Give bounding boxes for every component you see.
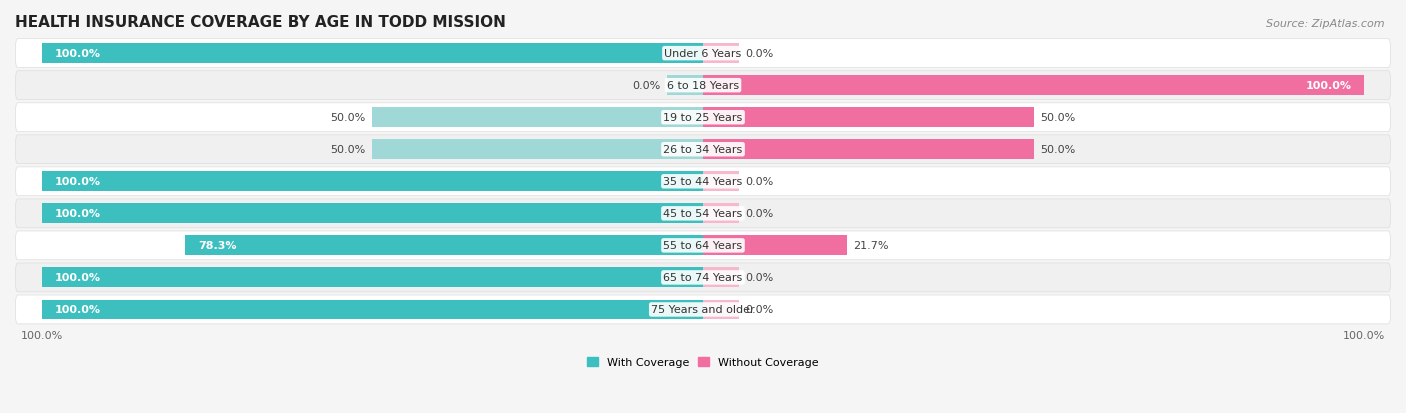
Text: 78.3%: 78.3%	[198, 241, 236, 251]
Bar	[703, 108, 1033, 128]
Text: 0.0%: 0.0%	[745, 305, 773, 315]
Text: 100.0%: 100.0%	[55, 177, 101, 187]
Text: 0.0%: 0.0%	[745, 273, 773, 283]
Bar	[373, 108, 703, 128]
Text: HEALTH INSURANCE COVERAGE BY AGE IN TODD MISSION: HEALTH INSURANCE COVERAGE BY AGE IN TODD…	[15, 15, 506, 30]
Bar	[703, 268, 740, 287]
Bar	[42, 44, 703, 64]
Text: 0.0%: 0.0%	[633, 81, 661, 91]
Text: 19 to 25 Years: 19 to 25 Years	[664, 113, 742, 123]
Text: 55 to 64 Years: 55 to 64 Years	[664, 241, 742, 251]
Bar	[42, 300, 703, 320]
FancyBboxPatch shape	[15, 295, 1391, 324]
FancyBboxPatch shape	[15, 167, 1391, 196]
Text: 50.0%: 50.0%	[330, 113, 366, 123]
Text: 45 to 54 Years: 45 to 54 Years	[664, 209, 742, 219]
Bar	[42, 204, 703, 224]
FancyBboxPatch shape	[15, 71, 1391, 100]
FancyBboxPatch shape	[15, 135, 1391, 164]
Text: 21.7%: 21.7%	[853, 241, 889, 251]
FancyBboxPatch shape	[15, 231, 1391, 260]
Text: 100.0%: 100.0%	[55, 49, 101, 59]
Bar	[42, 172, 703, 192]
Text: 0.0%: 0.0%	[745, 209, 773, 219]
FancyBboxPatch shape	[15, 199, 1391, 228]
Text: 50.0%: 50.0%	[1040, 145, 1076, 155]
Text: 100.0%: 100.0%	[55, 305, 101, 315]
Bar	[186, 236, 703, 256]
Text: 100.0%: 100.0%	[1305, 81, 1351, 91]
Text: 6 to 18 Years: 6 to 18 Years	[666, 81, 740, 91]
Text: 100.0%: 100.0%	[55, 273, 101, 283]
Text: 75 Years and older: 75 Years and older	[651, 305, 755, 315]
Text: Source: ZipAtlas.com: Source: ZipAtlas.com	[1267, 19, 1385, 28]
Bar	[666, 76, 703, 96]
Text: 50.0%: 50.0%	[1040, 113, 1076, 123]
Bar	[703, 140, 1033, 160]
Text: 35 to 44 Years: 35 to 44 Years	[664, 177, 742, 187]
Text: Under 6 Years: Under 6 Years	[665, 49, 741, 59]
FancyBboxPatch shape	[15, 104, 1391, 132]
Text: 100.0%: 100.0%	[55, 209, 101, 219]
Text: 50.0%: 50.0%	[330, 145, 366, 155]
Text: 0.0%: 0.0%	[745, 49, 773, 59]
Bar	[42, 268, 703, 287]
FancyBboxPatch shape	[15, 40, 1391, 69]
Bar	[703, 300, 740, 320]
Bar	[703, 236, 846, 256]
Text: 26 to 34 Years: 26 to 34 Years	[664, 145, 742, 155]
FancyBboxPatch shape	[15, 263, 1391, 292]
Bar	[703, 204, 740, 224]
Bar	[703, 44, 740, 64]
Bar	[703, 172, 740, 192]
Text: 0.0%: 0.0%	[745, 177, 773, 187]
Bar	[373, 140, 703, 160]
Legend: With Coverage, Without Coverage: With Coverage, Without Coverage	[582, 353, 824, 372]
Bar	[703, 76, 1364, 96]
Text: 65 to 74 Years: 65 to 74 Years	[664, 273, 742, 283]
